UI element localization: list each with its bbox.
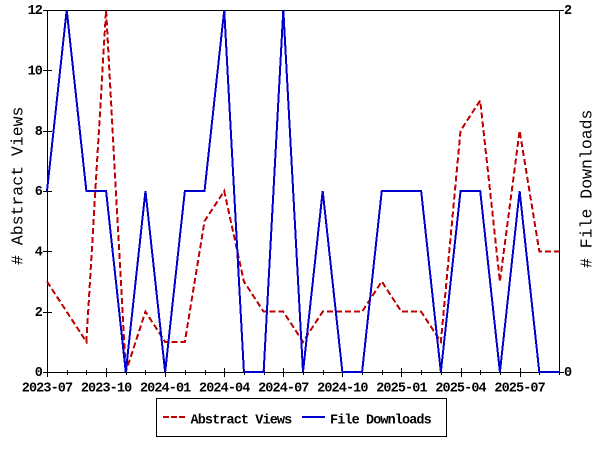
svg-text:2023-07: 2023-07	[22, 382, 73, 397]
svg-text:Abstract Views: Abstract Views	[191, 414, 293, 429]
svg-text:4: 4	[35, 246, 43, 261]
svg-text:0: 0	[564, 366, 572, 381]
svg-text:2023-10: 2023-10	[81, 382, 132, 397]
svg-text:2: 2	[35, 306, 43, 321]
svg-text:File Downloads: File Downloads	[330, 414, 432, 429]
svg-text:2025-04: 2025-04	[435, 382, 486, 397]
svg-text:2024-07: 2024-07	[258, 382, 309, 397]
svg-text:0: 0	[35, 366, 43, 381]
svg-text:2024-04: 2024-04	[199, 382, 250, 397]
svg-text:6: 6	[35, 185, 43, 200]
svg-text:2024-01: 2024-01	[140, 382, 191, 397]
svg-text:8: 8	[35, 125, 43, 140]
svg-text:12: 12	[28, 4, 43, 19]
svg-text:2025-07: 2025-07	[494, 382, 545, 397]
svg-text:2025-01: 2025-01	[376, 382, 427, 397]
svg-text:# File Downloads: # File Downloads	[578, 110, 597, 268]
svg-text:2024-10: 2024-10	[317, 382, 368, 397]
svg-text:2: 2	[564, 4, 572, 19]
svg-text:10: 10	[28, 65, 43, 80]
svg-text:# Abstract Views: # Abstract Views	[9, 107, 28, 265]
